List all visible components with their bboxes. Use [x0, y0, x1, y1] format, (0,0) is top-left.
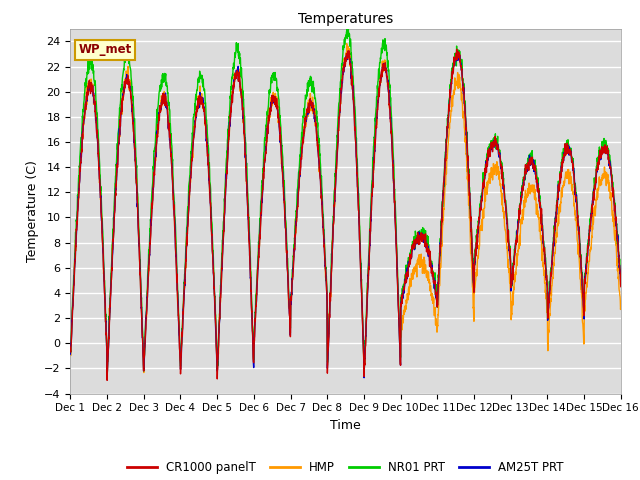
CR1000 panelT	[584, 242, 592, 248]
AM25T PRT	[584, 246, 592, 252]
AM25T PRT	[617, 281, 625, 287]
CR1000 panelT	[506, 246, 514, 252]
HMP	[584, 270, 592, 276]
Line: HMP: HMP	[70, 44, 621, 377]
CR1000 panelT	[362, 343, 369, 348]
CR1000 panelT	[220, 220, 228, 226]
NR01 PRT	[103, 373, 111, 379]
NR01 PRT	[584, 240, 592, 246]
AM25T PRT	[569, 158, 577, 164]
NR01 PRT	[569, 156, 577, 161]
Line: CR1000 panelT: CR1000 panelT	[70, 49, 621, 380]
HMP	[506, 276, 514, 282]
Line: AM25T PRT: AM25T PRT	[70, 51, 621, 378]
CR1000 panelT	[617, 284, 625, 289]
AM25T PRT	[67, 351, 74, 357]
HMP	[362, 333, 370, 338]
HMP	[617, 303, 625, 309]
AM25T PRT	[362, 333, 370, 339]
HMP	[360, 374, 368, 380]
AM25T PRT	[360, 375, 368, 381]
NR01 PRT	[362, 330, 370, 336]
NR01 PRT	[617, 275, 625, 281]
AM25T PRT	[374, 98, 381, 104]
AM25T PRT	[506, 253, 514, 259]
HMP	[220, 229, 228, 235]
NR01 PRT	[374, 79, 381, 84]
Y-axis label: Temperature (C): Temperature (C)	[26, 160, 38, 262]
NR01 PRT	[220, 210, 228, 216]
CR1000 panelT	[569, 162, 577, 168]
Text: WP_met: WP_met	[79, 43, 132, 56]
CR1000 panelT	[67, 346, 74, 351]
NR01 PRT	[506, 243, 514, 249]
CR1000 panelT	[103, 377, 111, 383]
CR1000 panelT	[453, 47, 461, 52]
X-axis label: Time: Time	[330, 419, 361, 432]
HMP	[569, 185, 577, 191]
CR1000 panelT	[374, 107, 381, 113]
AM25T PRT	[344, 48, 352, 54]
HMP	[67, 349, 74, 355]
Legend: CR1000 panelT, HMP, NR01 PRT, AM25T PRT: CR1000 panelT, HMP, NR01 PRT, AM25T PRT	[123, 456, 568, 479]
NR01 PRT	[344, 23, 352, 28]
NR01 PRT	[67, 347, 74, 353]
HMP	[343, 41, 351, 47]
AM25T PRT	[220, 228, 228, 233]
HMP	[374, 101, 381, 107]
Title: Temperatures: Temperatures	[298, 12, 393, 26]
Line: NR01 PRT: NR01 PRT	[70, 25, 621, 376]
